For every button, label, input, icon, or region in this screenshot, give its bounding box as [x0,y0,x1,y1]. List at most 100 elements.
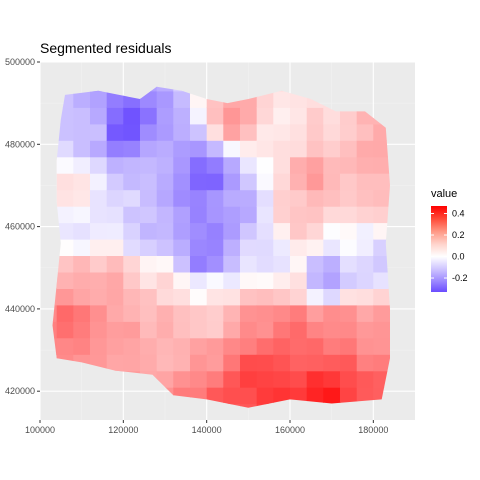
residual-cell [340,271,358,289]
legend-colorbar [431,206,447,292]
residual-cell [123,304,141,322]
residual-cell [156,107,174,125]
residual-cell [52,321,58,339]
residual-cell [173,304,191,322]
residual-cell [240,337,258,355]
residual-cell [73,321,91,339]
x-tick-label: 180000 [358,425,388,435]
residual-cell [256,206,274,224]
residual-cell [206,354,224,372]
residual-cell [173,370,191,388]
residual-cell [323,321,341,339]
residual-cell [323,123,341,141]
residual-cell [373,271,390,289]
residual-cell [206,288,224,306]
residual-cell [290,337,308,355]
residual-cell [340,337,358,355]
residual-cell [240,123,258,141]
residual-cell [156,238,174,256]
residual-cell [190,370,208,388]
residual-cell [256,222,274,240]
residual-cell [323,387,341,405]
residual-cell [340,173,358,191]
residual-cell [340,206,358,224]
residual-cell [56,238,74,256]
residual-cell [206,337,224,355]
residual-cell [373,140,390,158]
residual-cell [173,206,191,224]
x-tick-label: 100000 [25,425,55,435]
residual-cell [190,288,208,306]
residual-cell [140,337,158,355]
residual-cell [256,370,274,388]
residual-cell [290,107,308,125]
residual-cell [56,140,74,158]
residual-cell [340,354,358,372]
residual-cell [90,173,108,191]
residual-cell [73,304,91,322]
residual-cell [373,255,390,273]
residual-cell [173,90,191,108]
residual-cell [206,123,224,141]
residual-cell [356,189,374,207]
residual-cell [240,140,258,158]
residual-cell [223,123,241,141]
residual-cell [306,140,324,158]
chart-title: Segmented residuals [40,40,172,56]
residual-cell [273,222,291,240]
residual-cell [273,255,291,273]
residual-cell [156,271,174,289]
residual-cell [206,271,224,289]
residual-cell [206,255,224,273]
residual-cell [290,288,308,306]
residual-cell [240,304,258,322]
residual-cell [256,189,274,207]
residual-cell [223,304,241,322]
residual-cell [156,354,174,372]
residual-cell [273,156,291,174]
residual-cell [90,238,108,256]
residual-cell [106,271,124,289]
residual-cell [256,387,274,405]
residual-cell [273,189,291,207]
residual-cell [290,370,308,388]
residual-cell [90,304,108,322]
residual-cell [123,222,141,240]
residual-cell [223,173,241,191]
residual-cell [140,107,158,125]
residual-cell [256,354,274,372]
residual-cell [73,271,91,289]
residual-cell [156,173,174,191]
residual-cell [373,288,390,306]
residual-cell [106,255,124,273]
residual-cell [290,206,308,224]
residual-cell [290,304,308,322]
residual-cell [340,304,358,322]
residual-cell [106,321,124,339]
residual-cell [306,173,324,191]
residual-cell [340,387,358,405]
residual-cell [240,387,258,405]
residual-cell [273,354,291,372]
residual-cell [173,238,191,256]
residual-cell [173,354,191,372]
residual-cell [156,140,174,158]
residual-cell [56,271,74,289]
residual-cell [306,107,324,125]
residual-cell [156,189,174,207]
residual-cell [273,107,291,125]
residual-cell [256,304,274,322]
residual-cell [123,173,141,191]
residual-cell [140,271,158,289]
y-tick-label: 460000 [5,222,35,232]
residual-cell [223,337,241,355]
residual-cell [306,238,324,256]
residual-cell [306,206,324,224]
residual-cell [223,107,241,125]
residual-cell [290,354,308,372]
residual-cell [190,189,208,207]
residual-cell [323,271,341,289]
residual-cell [123,238,141,256]
residual-cell [73,238,91,256]
residual-cell [73,206,91,224]
